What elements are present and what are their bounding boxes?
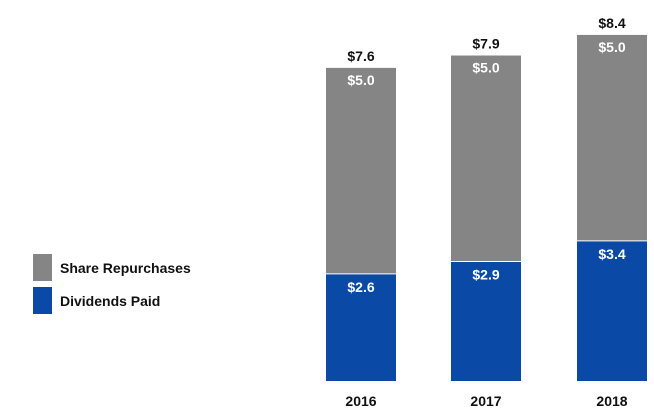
legend-label-share-repurchases: Share Repurchases	[60, 259, 191, 276]
bar-repurchases-2018	[577, 34, 647, 241]
legend-label-dividends-paid: Dividends Paid	[60, 292, 161, 309]
legend: Share Repurchases Dividends Paid	[33, 254, 191, 320]
bar-dividends-2017	[451, 261, 521, 381]
bar-repurchases-2016	[326, 67, 396, 274]
data-label-dividends-2017: $2.9	[472, 267, 499, 283]
total-label-2016: $7.6	[347, 48, 374, 64]
x-tick-label-2016: 2016	[345, 393, 376, 409]
data-label-dividends-2018: $3.4	[598, 246, 625, 262]
legend-swatch-dividends-paid	[33, 287, 52, 314]
total-label-2018: $8.4	[598, 15, 625, 31]
bar-repurchases-2017	[451, 55, 521, 262]
total-label-2017: $7.9	[472, 36, 499, 52]
legend-item-dividends-paid: Dividends Paid	[33, 287, 191, 314]
data-label-repurchases-2017: $5.0	[472, 60, 499, 76]
x-tick-label-2018: 2018	[596, 393, 627, 409]
x-tick-label-2017: 2017	[470, 393, 501, 409]
legend-swatch-share-repurchases	[33, 254, 52, 281]
legend-item-share-repurchases: Share Repurchases	[33, 254, 191, 281]
bar-dividends-2016	[326, 273, 396, 381]
data-label-repurchases-2018: $5.0	[598, 39, 625, 55]
bar-dividends-2018	[577, 240, 647, 381]
data-label-dividends-2016: $2.6	[347, 279, 374, 295]
data-label-repurchases-2016: $5.0	[347, 72, 374, 88]
